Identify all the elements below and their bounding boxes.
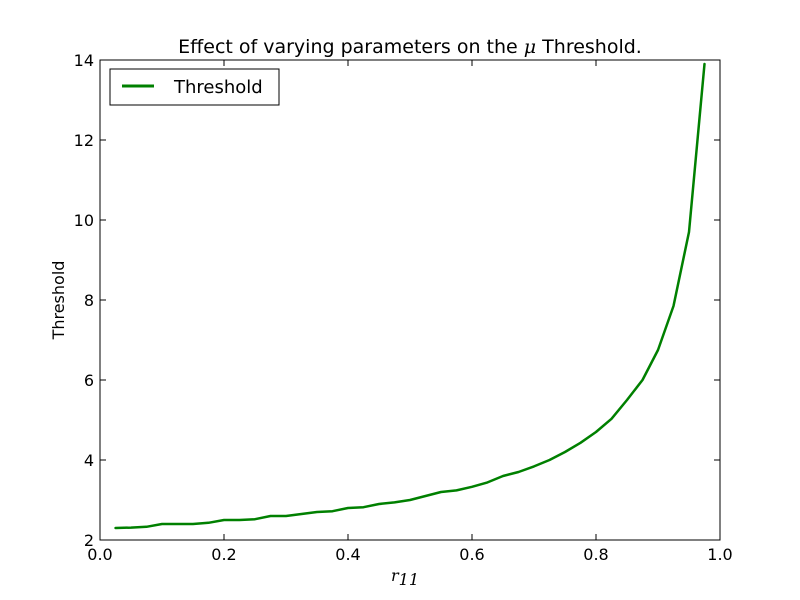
x-axis-ticks: 0.0 0.2 0.4 0.6 0.8 1.0: [87, 60, 733, 564]
x-tick-label: 0.0: [87, 545, 112, 564]
chart-title-prefix: Effect of varying parameters on the: [178, 36, 524, 58]
plot-area: 0.0 0.2 0.4 0.6 0.8 1.0 2 4 6 8 10 12 14: [74, 51, 733, 564]
axes-frame: [99, 59, 721, 541]
series-layer: [114, 62, 706, 530]
x-axis-label-base: r: [391, 566, 400, 585]
chart-title-suffix: Threshold.: [536, 36, 642, 58]
y-tick-label: 4: [84, 451, 94, 470]
x-axis-label-subscript: 11: [399, 570, 419, 589]
y-tick-label: 8: [84, 291, 94, 310]
y-tick-label: 2: [84, 531, 94, 550]
chart-title-symbol: μ: [524, 36, 536, 58]
x-tick-label: 0.2: [211, 545, 236, 564]
y-tick-label: 6: [84, 371, 94, 390]
x-axis-label: r11: [391, 566, 419, 589]
y-axis-label: Threshold: [49, 261, 68, 341]
series-line-threshold: [114, 62, 706, 530]
x-tick-label: 0.4: [335, 545, 360, 564]
x-tick-label: 0.6: [459, 545, 484, 564]
y-tick-label: 14: [74, 51, 94, 70]
x-tick-label: 0.8: [583, 545, 608, 564]
legend: Threshold: [109, 68, 280, 106]
legend-label-threshold: Threshold: [173, 77, 263, 98]
x-tick-label: 1.0: [707, 545, 732, 564]
y-axis-ticks: 2 4 6 8 10 12 14: [74, 51, 720, 550]
y-tick-label: 10: [74, 211, 94, 230]
y-tick-label: 12: [74, 131, 94, 150]
chart-title: Effect of varying parameters on the μ Th…: [178, 36, 642, 58]
